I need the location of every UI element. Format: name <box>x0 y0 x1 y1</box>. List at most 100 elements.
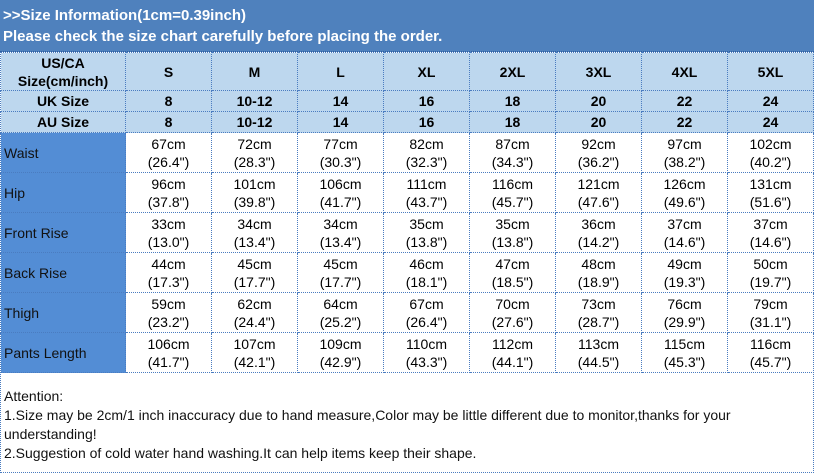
cm-value: 110cm <box>406 335 447 352</box>
title-line-1: >>Size Information(1cm=0.39inch) <box>3 7 246 24</box>
cm-value: 34cm <box>237 215 272 232</box>
inch-value: (43.7") <box>405 193 448 210</box>
measure-cell: 107cm (42.1") <box>211 332 298 373</box>
cm-value: 82cm <box>409 135 444 152</box>
inch-value: (42.1") <box>233 353 276 370</box>
cm-value: 36cm <box>581 215 616 232</box>
row-label: US/CA Size(cm/inch) <box>0 52 126 91</box>
inch-value: (24.4") <box>233 313 276 330</box>
cm-value: 72cm <box>237 135 272 152</box>
cm-value: 115cm <box>664 335 705 352</box>
cm-value: 67cm <box>409 295 444 312</box>
inch-value: (31.1") <box>749 313 792 330</box>
inch-value: (19.7") <box>749 273 792 290</box>
measure-cell: 97cm (38.2") <box>641 132 728 173</box>
measure-cell: 64cm (25.2") <box>297 292 384 333</box>
size-cell: M <box>211 52 298 91</box>
inch-value: (37.8") <box>147 193 190 210</box>
measure-cell: 67cm (26.4") <box>125 132 212 173</box>
cm-value: 67cm <box>151 135 186 152</box>
measure-cell: 110cm (43.3") <box>383 332 470 373</box>
measure-cell: 45cm (17.7") <box>297 252 384 293</box>
cm-value: 113cm <box>578 335 619 352</box>
inch-value: (26.4") <box>147 153 190 170</box>
measure-cell: 121cm (47.6") <box>555 172 642 213</box>
measure-cell: 44cm (17.3") <box>125 252 212 293</box>
cm-value: 37cm <box>667 215 702 232</box>
measure-cell: 70cm (27.6") <box>469 292 556 333</box>
size-chart-table: US/CA Size(cm/inch) S M L XL 2XL 3XL 4XL 5XL UK S… <box>0 52 814 373</box>
table-row: Front Rise 33cm (13.0") 34cm (13.4") 34cm (13.… <box>0 212 814 253</box>
cm-value: 111cm <box>406 175 447 192</box>
inch-value: (43.3") <box>405 353 448 370</box>
table-row: Hip 96cm (37.8") 101cm (39.8") 106cm (41.7") 11… <box>0 172 814 213</box>
cm-value: 107cm <box>233 335 276 352</box>
cm-value: 106cm <box>147 335 190 352</box>
attention-note-2: 2.Suggestion of cold water hand washing.… <box>4 445 477 461</box>
measure-cell: 36cm (14.2") <box>555 212 642 253</box>
cm-value: 76cm <box>667 295 702 312</box>
size-cell: 22 <box>641 90 728 112</box>
measure-cell: 62cm (24.4") <box>211 292 298 333</box>
cm-value: 44cm <box>151 255 186 272</box>
cm-value: 45cm <box>237 255 272 272</box>
table-row: Thigh 59cm (23.2") 62cm (24.4") 64cm (25.2") 67… <box>0 292 814 333</box>
size-cell: 18 <box>469 90 556 112</box>
table-row: Back Rise 44cm (17.3") 45cm (17.7") 45cm (17.7… <box>0 252 814 293</box>
measure-cell: 131cm (51.6") <box>727 172 814 213</box>
cm-value: 96cm <box>151 175 186 192</box>
size-cell: 2XL <box>469 52 556 91</box>
inch-value: (13.8") <box>405 233 448 250</box>
size-cell: L <box>297 52 384 91</box>
cm-value: 35cm <box>495 215 530 232</box>
cm-value: 116cm <box>750 335 791 352</box>
cm-value: 48cm <box>581 255 616 272</box>
measure-cell: 37cm (14.6") <box>641 212 728 253</box>
inch-value: (18.5") <box>491 273 534 290</box>
row-label: UK Size <box>0 90 126 112</box>
cm-value: 77cm <box>323 135 358 152</box>
table-row: Waist 67cm (26.4") 72cm (28.3") 77cm (30.3") 82… <box>0 132 814 173</box>
measure-cell: 96cm (37.8") <box>125 172 212 213</box>
inch-value: (49.6") <box>663 193 706 210</box>
cm-value: 47cm <box>495 255 530 272</box>
measure-cell: 106cm (41.7") <box>125 332 212 373</box>
measure-cell: 34cm (13.4") <box>297 212 384 253</box>
size-cell: 3XL <box>555 52 642 91</box>
cm-value: 87cm <box>495 135 530 152</box>
measure-cell: 48cm (18.9") <box>555 252 642 293</box>
cm-value: 46cm <box>409 255 444 272</box>
inch-value: (13.8") <box>491 233 534 250</box>
measure-cell: 77cm (30.3") <box>297 132 384 173</box>
cm-value: 45cm <box>323 255 358 272</box>
cm-value: 97cm <box>667 135 702 152</box>
size-cell: 16 <box>383 111 470 133</box>
cm-value: 49cm <box>667 255 702 272</box>
measure-cell: 50cm (19.7") <box>727 252 814 293</box>
uk-size-row: UK Size 8 10-12 14 16 18 20 22 24 <box>0 90 814 112</box>
inch-value: (30.3") <box>319 153 362 170</box>
inch-value: (17.7") <box>233 273 276 290</box>
measure-cell: 33cm (13.0") <box>125 212 212 253</box>
size-cell: 5XL <box>727 52 814 91</box>
attention-note-1: 1.Size may be 2cm/1 inch inaccuracy due … <box>4 407 731 442</box>
inch-value: (13.4") <box>233 233 276 250</box>
inch-value: (36.2") <box>577 153 620 170</box>
measure-cell: 34cm (13.4") <box>211 212 298 253</box>
size-cell: 24 <box>727 111 814 133</box>
measure-cell: 76cm (29.9") <box>641 292 728 333</box>
cm-value: 116cm <box>492 175 533 192</box>
size-cell: 10-12 <box>211 111 298 133</box>
inch-value: (17.7") <box>319 273 362 290</box>
inch-value: (23.2") <box>147 313 190 330</box>
inch-value: (18.1") <box>405 273 448 290</box>
inch-value: (32.3") <box>405 153 448 170</box>
inch-value: (28.7") <box>577 313 620 330</box>
cm-value: 37cm <box>753 215 788 232</box>
size-cell: 22 <box>641 111 728 133</box>
inch-value: (47.6") <box>577 193 620 210</box>
measure-cell: 46cm (18.1") <box>383 252 470 293</box>
cm-value: 50cm <box>753 255 788 272</box>
table-row: Pants Length 106cm (41.7") 107cm (42.1") 109c… <box>0 332 814 373</box>
inch-value: (18.9") <box>577 273 620 290</box>
